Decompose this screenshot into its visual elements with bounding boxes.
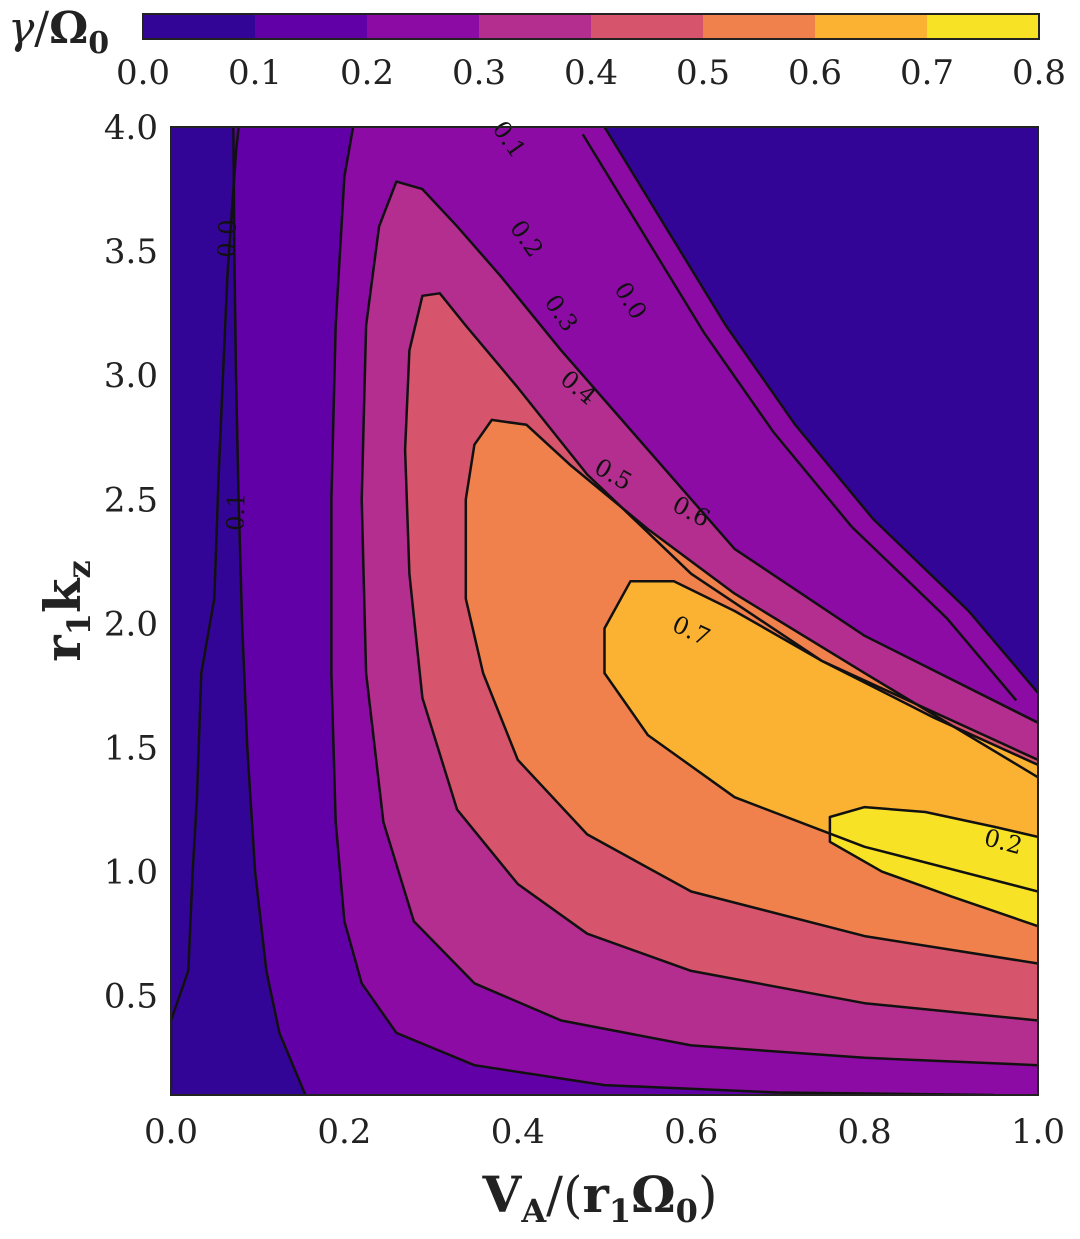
y-tick-label: 0.5 [104, 977, 158, 1017]
colorbar-blocks [143, 14, 1040, 39]
plot-area: 0.00.10.00.10.20.30.40.50.60.70.2 [170, 116, 1039, 1096]
y-tick-label: 2.0 [104, 604, 158, 644]
y-tick-labels: 0.5 1.0 1.5 2.0 2.5 3.0 3.5 4.0 [104, 108, 158, 1017]
x-tick-label: 1.0 [1011, 1112, 1065, 1152]
contour-label: 0.0 [213, 219, 242, 258]
colorbar-tick-label: 0.3 [452, 53, 506, 93]
y-tick-label: 1.0 [104, 853, 158, 893]
colorbar-block [255, 14, 368, 39]
colorbar-tick-label: 0.5 [676, 53, 730, 93]
contour-line-0.6 [603, 579, 1038, 893]
contour-line-0.4 [403, 292, 1038, 1022]
region-level-7 [829, 807, 1038, 927]
x-tick-label: 0.2 [317, 1112, 371, 1152]
contour-fill-regions [171, 127, 1038, 1095]
colorbar-block [479, 14, 592, 39]
contour-line-0.5 [464, 418, 1038, 965]
colorbar-tick-labels: 0.0 0.1 0.2 0.3 0.4 0.5 0.6 0.7 0.8 [116, 53, 1066, 93]
y-tick-label: 3.0 [104, 356, 158, 396]
plot-frame [170, 126, 1039, 1096]
x-tick-label: 0.4 [491, 1112, 545, 1152]
contour-line-0.3 [360, 180, 1038, 1067]
x-tick-label: 0.8 [838, 1112, 892, 1152]
colorbar-tick-label: 0.2 [340, 53, 394, 93]
contour-line-0-right [603, 127, 1038, 694]
contour-lines [171, 127, 1038, 1095]
colorbar-tick-label: 0.0 [116, 53, 170, 93]
colorbar-block [367, 14, 480, 39]
colorbar-block [703, 14, 816, 39]
colorbar-block [591, 14, 704, 39]
colorbar-tick-label: 0.7 [900, 53, 954, 93]
y-tick-label: 1.5 [104, 729, 158, 769]
colorbar-block [927, 14, 1040, 39]
colorbar-block [815, 14, 928, 39]
y-tick-label: 2.5 [104, 480, 158, 520]
colorbar-tick-label: 0.8 [1012, 53, 1066, 93]
contour-line-0.7 [828, 805, 1038, 928]
colorbar-tick-label: 0.4 [564, 53, 618, 93]
x-tick-labels: 0.0 0.2 0.4 0.6 0.8 1.0 [144, 1112, 1065, 1152]
colorbar-tick-label: 0.6 [788, 53, 842, 93]
y-tick-label: 4.0 [104, 108, 158, 148]
colorbar-title: γ/Ω0 [8, 3, 109, 61]
contour-line-0.1 [232, 127, 307, 1095]
x-tick-label: 0.0 [144, 1112, 198, 1152]
colorbar-tick-label: 0.1 [228, 53, 282, 93]
contour-label: 0.1 [221, 492, 250, 531]
colorbar-frame [142, 13, 1040, 40]
y-axis-label: r1kz [33, 560, 98, 661]
contour-line-0.2 [330, 127, 995, 1095]
y-tick-label: 3.5 [104, 232, 158, 272]
colorbar: 0.0 0.1 0.2 0.3 0.4 0.5 0.6 0.7 0.8 γ/Ω0 [8, 3, 1066, 93]
contour-line-0-left [171, 127, 240, 1090]
x-tick-label: 0.6 [664, 1112, 718, 1152]
colorbar-block [143, 14, 256, 39]
x-axis-label: VA/(r1Ω0) [482, 1165, 718, 1230]
contour-line-0.1-right [581, 133, 1018, 702]
